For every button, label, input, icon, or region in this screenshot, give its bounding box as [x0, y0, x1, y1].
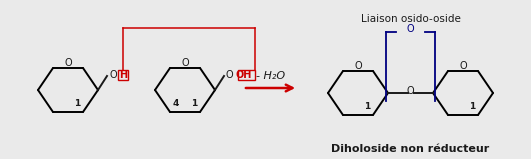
Text: - H₂O: - H₂O [256, 71, 285, 81]
Text: O: O [109, 70, 117, 80]
Bar [118, 70, 128, 80]
Bar [238, 70, 255, 80]
Text: O: O [225, 70, 233, 80]
Text: Liaison osido-oside: Liaison osido-oside [361, 14, 460, 24]
Text: 1: 1 [364, 102, 370, 111]
Text: O: O [407, 24, 414, 34]
Text: OH: OH [236, 70, 252, 80]
Text: O: O [181, 58, 189, 68]
Text: O: O [459, 61, 467, 71]
Text: 1: 1 [74, 99, 80, 108]
Text: Diholoside non réducteur: Diholoside non réducteur [331, 144, 490, 154]
Text: 4: 4 [173, 99, 179, 108]
Text: O: O [407, 86, 414, 96]
Text: 1: 1 [191, 99, 197, 108]
Text: H: H [119, 70, 127, 80]
Text: O: O [64, 58, 72, 68]
Text: 1: 1 [469, 102, 475, 111]
Text: O: O [354, 61, 362, 71]
